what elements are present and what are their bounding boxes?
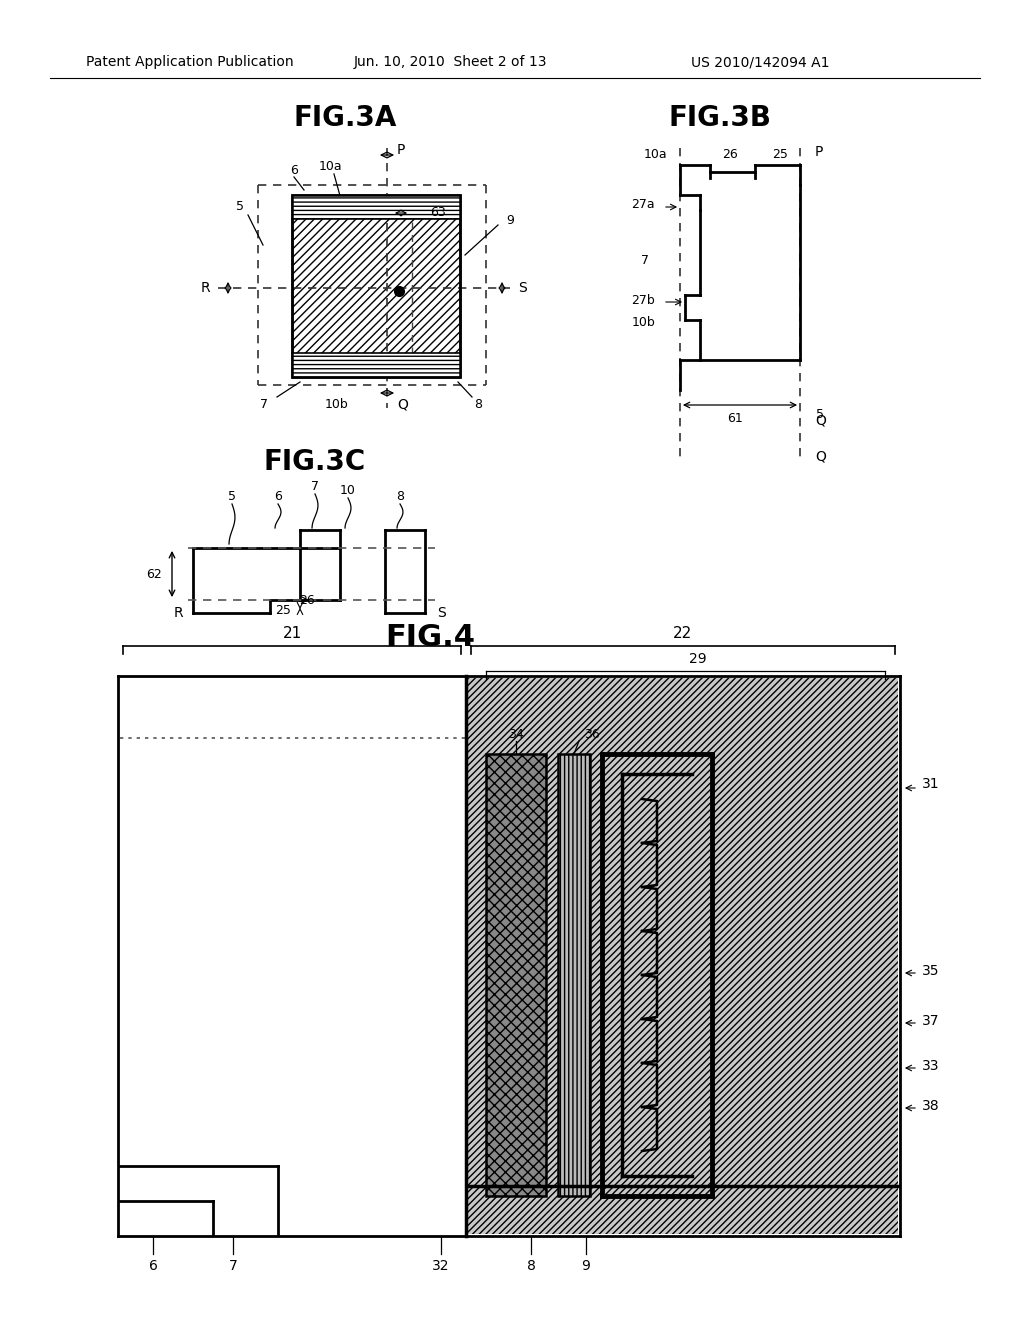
Text: Jun. 10, 2010  Sheet 2 of 13: Jun. 10, 2010 Sheet 2 of 13: [353, 55, 547, 69]
Text: 9: 9: [582, 1259, 591, 1272]
Text: 61: 61: [727, 412, 742, 425]
Text: 27a: 27a: [632, 198, 655, 211]
Text: S: S: [518, 281, 526, 294]
Bar: [292, 195, 460, 378]
Text: FIG.4: FIG.4: [385, 623, 475, 652]
Text: 6: 6: [274, 490, 282, 503]
Text: 27b: 27b: [631, 293, 655, 306]
Text: 8: 8: [474, 399, 482, 412]
Text: 5: 5: [816, 408, 824, 421]
Text: FIG.3A: FIG.3A: [293, 104, 396, 132]
Text: 10a: 10a: [643, 149, 667, 161]
Text: 9: 9: [506, 214, 514, 227]
Text: US 2010/142094 A1: US 2010/142094 A1: [691, 55, 829, 69]
Text: Q: Q: [815, 450, 826, 465]
Text: 32: 32: [432, 1259, 450, 1272]
Bar: [292, 195, 460, 378]
Text: 31: 31: [922, 777, 940, 791]
Text: 8: 8: [526, 1259, 536, 1272]
Bar: [292, 195, 460, 219]
Text: 37: 37: [922, 1014, 939, 1028]
Text: 8: 8: [396, 490, 404, 503]
Bar: [292, 352, 460, 378]
Text: 33: 33: [922, 1059, 939, 1073]
Text: 7: 7: [228, 1259, 238, 1272]
Text: Patent Application Publication: Patent Application Publication: [86, 55, 294, 69]
Text: 26: 26: [722, 149, 738, 161]
Text: 36: 36: [584, 727, 600, 741]
Text: 6: 6: [148, 1259, 158, 1272]
Text: 10b: 10b: [326, 399, 349, 412]
Text: 10: 10: [340, 483, 356, 496]
Text: 5: 5: [236, 201, 244, 214]
Text: 62: 62: [146, 568, 162, 581]
Text: R: R: [173, 606, 183, 620]
Text: 10a: 10a: [318, 161, 342, 173]
Text: 38: 38: [922, 1100, 940, 1113]
Text: Q: Q: [815, 413, 826, 426]
Text: 21: 21: [283, 627, 302, 642]
Text: FIG.3C: FIG.3C: [264, 447, 367, 477]
Text: 25: 25: [275, 603, 291, 616]
Text: R: R: [201, 281, 210, 294]
Text: 25: 25: [772, 149, 787, 161]
Text: FIG.3B: FIG.3B: [669, 104, 771, 132]
Text: 29: 29: [689, 652, 707, 667]
Text: 7: 7: [641, 253, 649, 267]
Text: 22: 22: [674, 627, 692, 642]
Text: 34: 34: [508, 727, 524, 741]
Text: 7: 7: [260, 399, 268, 412]
Text: 26: 26: [299, 594, 315, 606]
Text: 7: 7: [311, 479, 319, 492]
Text: Q: Q: [397, 399, 408, 412]
Text: 5: 5: [228, 490, 236, 503]
Text: 63: 63: [430, 206, 445, 219]
Text: P: P: [397, 143, 406, 157]
Text: S: S: [437, 606, 445, 620]
Text: 35: 35: [922, 964, 939, 978]
Bar: [466, 678, 898, 1234]
Bar: [558, 754, 590, 1196]
Text: 10b: 10b: [631, 315, 655, 329]
Bar: [486, 754, 546, 1196]
Text: P: P: [815, 145, 823, 158]
Text: 6: 6: [290, 164, 298, 177]
